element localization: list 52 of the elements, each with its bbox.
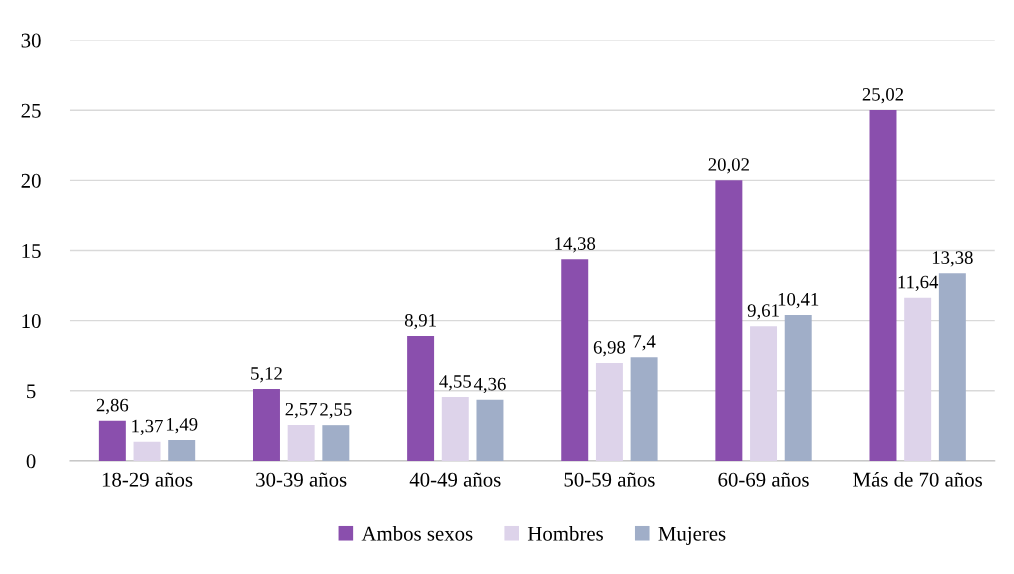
bar: [168, 440, 196, 461]
bar: [715, 180, 743, 461]
y-tick-label: 25: [21, 103, 41, 118]
bar: [252, 389, 280, 461]
data-label: 11,64: [898, 275, 939, 292]
x-tick-label: 30-39 años: [256, 472, 347, 487]
bar: [869, 110, 897, 461]
data-label: 2,57: [285, 402, 318, 419]
data-label: 1,49: [166, 418, 198, 434]
bar: [441, 397, 469, 461]
data-label: 14,38: [555, 237, 596, 253]
x-tick-label: Más de 70 años: [853, 472, 983, 487]
y-tick-label: 30: [21, 33, 41, 48]
bar: [750, 326, 778, 461]
bar: [630, 357, 658, 461]
bar: [322, 425, 350, 461]
bar: [904, 297, 932, 461]
legend-label: Hombres: [527, 526, 603, 541]
data-label: 10,41: [778, 292, 819, 309]
data-label: 6,98: [593, 341, 626, 357]
y-tick-label: 5: [27, 384, 36, 399]
bar: [938, 273, 966, 461]
data-label: 20,02: [708, 158, 749, 174]
bar: [595, 363, 623, 461]
x-tick-label: 60-69 años: [718, 472, 809, 487]
bar: [133, 441, 161, 461]
x-tick-label: 18-29 años: [102, 472, 193, 487]
data-label: 5,12: [251, 367, 282, 383]
x-tick-label: 40-49 años: [409, 472, 501, 487]
data-label: 13,38: [932, 251, 973, 267]
data-label: 4,55: [439, 375, 471, 391]
data-label: 4,36: [473, 377, 506, 394]
data-label: 8,91: [404, 313, 436, 330]
bar: [784, 314, 812, 461]
data-label: 25,02: [862, 88, 904, 104]
bar: [407, 335, 435, 461]
y-tick-label: 15: [22, 244, 41, 258]
y-tick-label: 10: [22, 314, 41, 329]
bar: [287, 424, 315, 461]
bar: [476, 399, 504, 461]
bar: [561, 259, 589, 461]
data-label: 7,4: [633, 335, 656, 351]
y-tick-label: 0: [26, 454, 36, 469]
y-tick-label: 20: [21, 173, 41, 188]
data-label: 2,55: [320, 403, 352, 419]
data-label: 1,37: [132, 419, 163, 436]
bar: [98, 420, 126, 461]
legend-label: Ambos sexos: [361, 526, 473, 541]
x-tick-label: 50-59 años: [564, 472, 655, 487]
data-label: 9,61: [747, 304, 779, 320]
legend-label: Mujeres: [658, 526, 726, 545]
data-label: 2,86: [96, 398, 129, 415]
